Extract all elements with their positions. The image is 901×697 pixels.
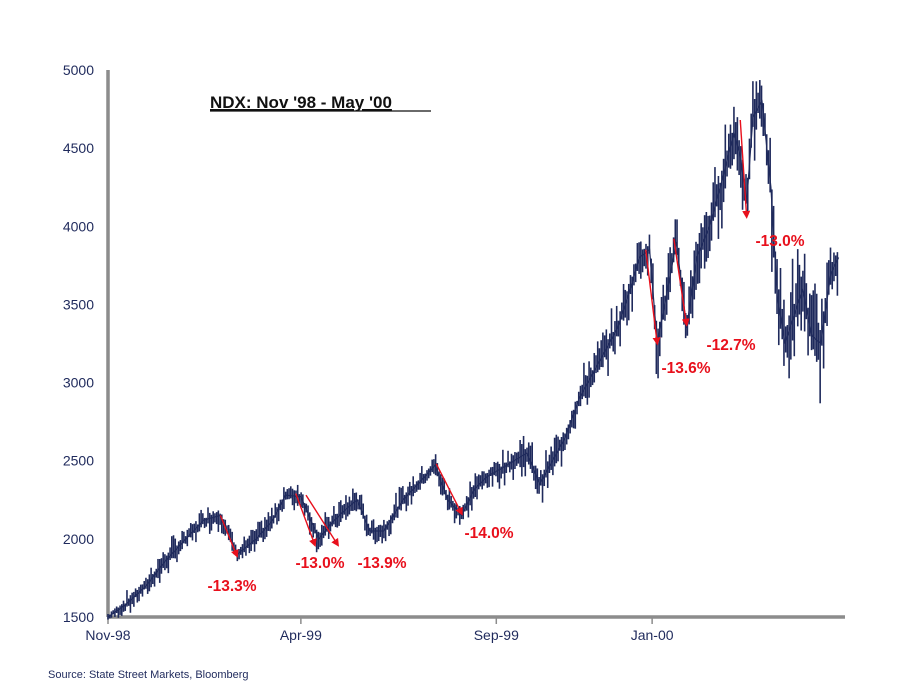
y-tick-label: 4000 [63,218,94,234]
drawdown-arrow [645,249,661,346]
drawdown-label: -13.0% [755,233,804,250]
y-tick-label: 3500 [63,296,94,312]
drawdown-annotations: -13.3% -13.0% -13.9% -14.0% -13.6% -12.7% -13.… [207,119,805,595]
drawdown-arrow [739,119,751,219]
x-tick-label: Sep-99 [474,627,519,643]
drawdown-label: -12.7% [706,337,755,354]
y-tick-label: 4500 [63,140,94,156]
drawdown-arrow [219,515,239,558]
y-tick-label: 2000 [63,531,94,547]
y-tick-label: 3000 [63,375,94,391]
drawdown-arrow [295,493,317,547]
drawdown-arrow [305,494,339,547]
drawdown-label: -13.9% [357,555,406,572]
y-axis: 1500 2000 2500 3000 3500 4000 4500 5000 [63,62,110,625]
y-tick-label: 2500 [63,453,94,469]
drawdown-arrow [673,238,690,327]
x-tick-label: Nov-98 [85,627,130,643]
x-axis: Nov-98 Apr-99 Sep-99 Jan-00 [85,615,845,643]
chart-title: NDX: Nov '98 - May '00 [210,93,392,112]
x-tick-label: Jan-00 [631,627,674,643]
drawdown-label: -13.3% [207,578,256,595]
ndx-series [107,80,840,620]
y-tick-label: 1500 [63,609,94,625]
x-tick-label: Apr-99 [280,627,322,643]
drawdown-label: -13.0% [295,555,344,572]
drawdown-arrow [435,463,463,516]
ndx-line [107,99,840,618]
y-tick-label: 5000 [63,62,94,78]
drawdown-label: -13.6% [661,360,710,377]
source-note: Source: State Street Markets, Bloomberg [48,669,249,681]
drawdown-label: -14.0% [464,525,513,542]
